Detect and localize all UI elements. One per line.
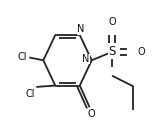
Text: N: N — [77, 24, 84, 34]
Text: Cl: Cl — [17, 53, 27, 62]
Text: O: O — [87, 109, 95, 119]
Text: N: N — [82, 54, 90, 64]
Text: S: S — [108, 45, 116, 58]
Text: O: O — [138, 47, 145, 57]
Text: O: O — [108, 17, 116, 27]
Text: Cl: Cl — [26, 89, 35, 99]
